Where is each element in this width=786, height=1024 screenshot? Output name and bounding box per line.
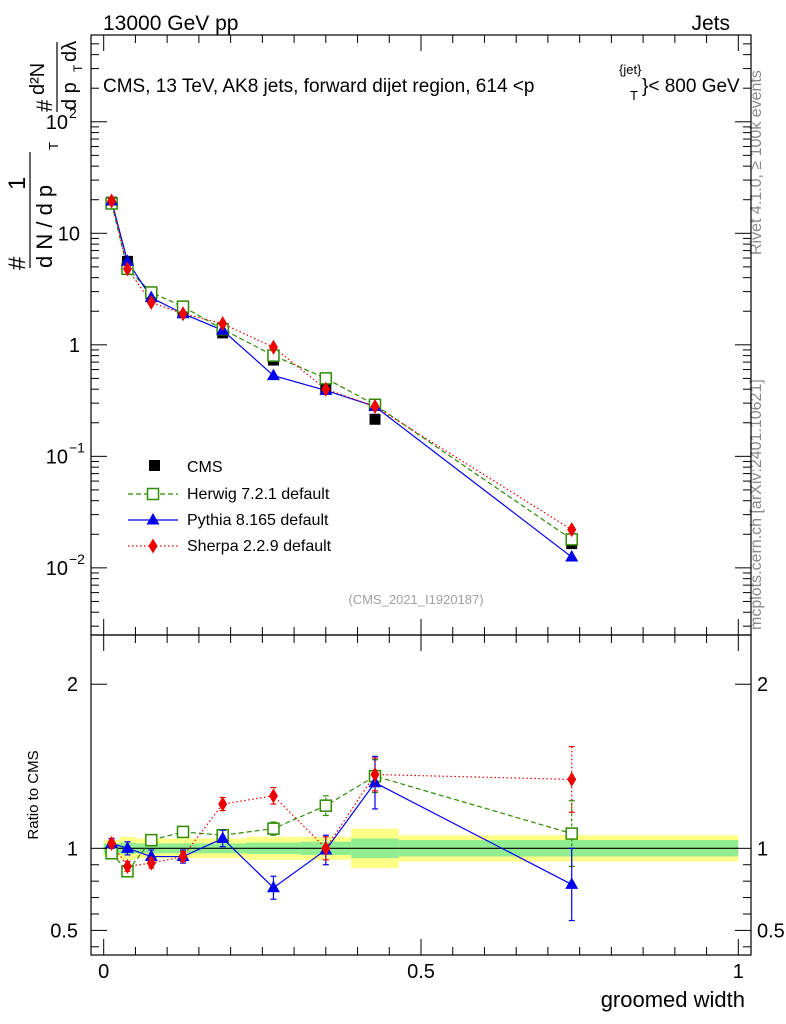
main-y-axis-label: # 1 d N / d p T # d²N d p T dλ (4, 41, 85, 270)
ratio-sherpa-point (268, 788, 278, 804)
main-x-axis-ticks (103, 35, 739, 635)
main-sherpa-point (268, 339, 278, 355)
legend-cms-label: CMS (187, 459, 223, 476)
main-y-tick-label: 10 (58, 223, 80, 245)
main-y-tick-exponent: 2 (69, 105, 77, 121)
main-cms-point (369, 413, 381, 425)
main-y-tick-exponent: −2 (69, 551, 85, 567)
main-sherpa-point (146, 294, 156, 310)
main-sherpa-line (111, 200, 573, 531)
x-tick-label: 1 (733, 961, 744, 983)
ratio-herwig-point (319, 799, 333, 812)
main-sherpa-point (370, 398, 380, 414)
ratio-y-axis-label: Ratio to CMS (25, 750, 42, 839)
ratio-herwig-point (145, 833, 158, 847)
ratio-y-tick-label-left: 0.5 (50, 920, 78, 942)
header-left: 13000 GeV pp (103, 12, 238, 35)
main-y-tick-label: 10 (46, 558, 68, 580)
main-sherpa-point (107, 193, 117, 209)
ratio-sherpa-point (567, 771, 577, 787)
ylabel-dlambda: dλ (59, 41, 81, 62)
ratio-y-tick-label-right: 2 (757, 674, 768, 696)
main-y-tick-exponent: −1 (69, 439, 85, 455)
ylabel-hash-2: # (32, 99, 57, 112)
ratio-sherpa-point (122, 858, 132, 874)
ratio-plot-frame (90, 634, 752, 956)
ylabel-dn-dpt: d N / d p (32, 185, 57, 268)
main-pythia-point (565, 550, 579, 562)
legend-herwig-label: Herwig 7.2.1 default (187, 486, 330, 503)
mcplots-reference-text: mcplots.cern.ch [arXiv:2401.10621] (748, 379, 765, 630)
main-sherpa-point (567, 522, 577, 538)
ylabel-hash: # (4, 256, 31, 270)
chart-title-subscript: T (630, 88, 638, 103)
chart-title-superscript: {jet} (619, 62, 642, 77)
legend-cms-marker (149, 460, 160, 471)
legend-herwig-marker (146, 487, 160, 501)
ylabel-one: 1 (4, 177, 31, 190)
ratio-sherpa-point (107, 835, 117, 851)
legend-sherpa-label: Sherpa 2.2.9 default (187, 538, 332, 555)
ratio-y-tick-label-left: 2 (67, 674, 78, 696)
main-sherpa-point (321, 381, 331, 397)
ratio-sherpa-point (178, 849, 188, 865)
ratio-pythia-point (565, 877, 579, 889)
ratio-sherpa-point (321, 840, 331, 856)
main-series-lines (111, 200, 573, 558)
ylabel-dpt: d p (59, 82, 81, 110)
legend-pythia-marker (146, 513, 160, 525)
ratio-pythia-point (216, 831, 230, 843)
ratio-sherpa-point (370, 766, 380, 782)
main-y-tick-label: 10 (46, 446, 68, 468)
main-sherpa-point (122, 261, 132, 277)
ylabel-t-subscript-2: T (71, 64, 85, 72)
ratio-sherpa-point (218, 796, 228, 812)
x-axis-label: groomed width (601, 987, 745, 1012)
ratio-y-tick-label-right: 0.5 (757, 920, 785, 942)
ratio-herwig-line (111, 775, 572, 873)
legend: CMS Herwig 7.2.1 default Pythia 8.165 de… (128, 459, 332, 555)
main-pythia-point (120, 254, 134, 266)
ratio-x-axis-ticks: 0 0.5 1 (98, 635, 744, 983)
main-sherpa-point (218, 316, 228, 332)
ratio-y-tick-label-right: 1 (757, 838, 768, 860)
header-right: Jets (691, 12, 730, 35)
chart-title-tail: }< 800 GeV (642, 76, 740, 97)
main-herwig-line (111, 203, 573, 540)
chart-title: CMS, 13 TeV, AK8 jets, forward dijet reg… (103, 76, 534, 97)
main-pythia-line (111, 200, 573, 558)
ratio-y-axis-ticks: 0.5 0.5 1 1 2 2 (50, 674, 785, 948)
analysis-watermark: (CMS_2021_I1920187) (348, 592, 483, 607)
ylabel-t-subscript-1: T (46, 142, 61, 150)
x-tick-label: 0 (98, 961, 109, 983)
main-pythia-point (266, 368, 280, 381)
ratio-y-tick-label-left: 1 (67, 838, 78, 860)
ratio-plot-panel: 0.5 0.51 12 2 0 0.5 1 Ratio to CMS groomed wi… (25, 634, 785, 1012)
ratio-pythia-point (120, 841, 134, 853)
ratio-herwig-point (565, 827, 578, 840)
ratio-pythia-point (266, 880, 280, 893)
ylabel-d2n: d²N (27, 63, 49, 95)
ratio-series-markers (105, 745, 579, 922)
legend-pythia-label: Pythia 8.165 default (187, 512, 329, 529)
rivet-version-text: Rivet 4.1.0, ≥ 100k events (748, 70, 765, 255)
main-y-tick-label: 1 (69, 335, 80, 357)
ratio-herwig-point (267, 822, 280, 835)
main-sherpa-point (178, 306, 188, 322)
ratio-sherpa-point (146, 855, 156, 871)
legend-sherpa-marker (148, 538, 158, 554)
main-series-markers (105, 193, 579, 562)
ratio-herwig-point (176, 825, 190, 839)
main-y-tick-label: 10 (46, 112, 68, 134)
ratio-pythia-point (144, 849, 158, 862)
x-tick-label: 0.5 (407, 961, 435, 983)
